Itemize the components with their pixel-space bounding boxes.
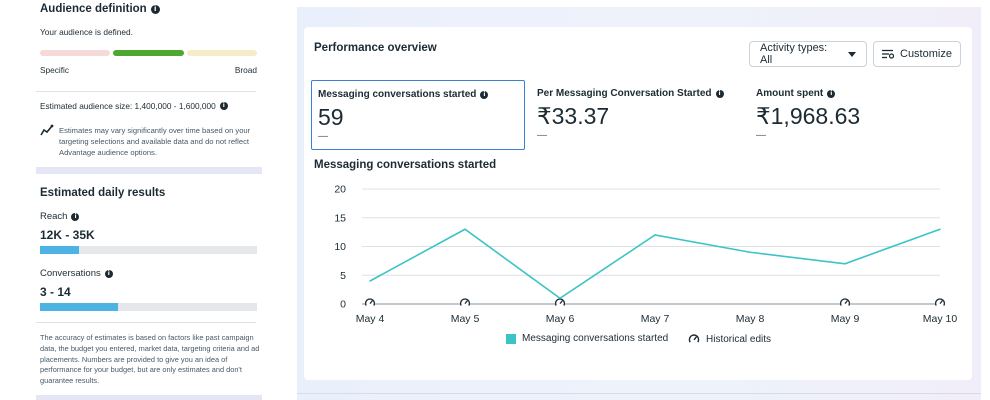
data-point (749, 251, 751, 254)
historical-edit-marker-icon[interactable] (364, 298, 376, 308)
meter-segment-broad (186, 50, 257, 56)
data-point (369, 280, 371, 282)
historical-edit-marker-icon[interactable] (459, 298, 471, 308)
performance-overview-card: Performance overview Activity types: All… (304, 27, 972, 380)
line-chart: 0 5 10 15 20 May 4 May 5 May 6 May 7 May 8 May 9 Ma… (334, 184, 958, 326)
series-line (369, 228, 941, 300)
metric-label-row: Messaging conversations started i (318, 89, 489, 100)
customize-label: Customize (900, 48, 952, 60)
activity-types-label: Activity types: All (760, 42, 828, 66)
conversations-bar-fill (40, 303, 119, 311)
historical-edits-icon (688, 334, 700, 343)
metric-value: 59 (318, 104, 344, 130)
metric-delta: — (537, 130, 547, 141)
x-tick-label: May 7 (641, 313, 670, 325)
estimates-accuracy-note: The accuracy of estimates is based on fa… (40, 333, 260, 386)
divider (36, 322, 256, 323)
info-icon[interactable]: i (150, 4, 160, 14)
y-tick-label: 15 (334, 212, 346, 224)
conversations-value: 3 - 14 (40, 285, 71, 299)
metric-label: Messaging conversations started (318, 89, 477, 100)
meter-label-specific: Specific (40, 65, 70, 75)
info-icon[interactable]: i (219, 102, 228, 110)
info-icon[interactable]: i (71, 212, 80, 221)
historical-edit-marker-icon[interactable] (934, 298, 946, 308)
reach-label: Reach (40, 211, 68, 222)
chevron-down-icon (848, 51, 856, 57)
meter-segment-defined (113, 50, 184, 56)
y-tick-label: 0 (340, 299, 346, 311)
performance-overview-title: Performance overview (314, 42, 437, 54)
panel-bottom-border (297, 393, 981, 394)
reach-bar-fill (40, 246, 80, 254)
x-tick-label: May 10 (923, 313, 958, 325)
metric-label: Per Messaging Conversation Started (537, 88, 712, 99)
section-separator (36, 395, 262, 400)
reach-bar (40, 246, 257, 254)
audience-size-text: Estimated audience size: 1,400,000 - 1,6… (40, 101, 216, 111)
x-tick-label: May 5 (451, 313, 480, 325)
audience-size: Estimated audience size: 1,400,000 - 1,6… (40, 101, 228, 111)
audience-estimate-note: Estimates may vary significantly over ti… (59, 126, 251, 157)
legend-series-label: Messaging conversations started (522, 333, 669, 344)
x-tick-label: May 6 (546, 313, 575, 325)
x-tick-label: May 8 (736, 313, 765, 325)
meter-segment-specific (40, 50, 111, 56)
y-tick-label: 5 (340, 270, 346, 282)
info-icon[interactable]: i (827, 89, 836, 98)
info-icon[interactable]: i (480, 90, 489, 99)
reach-label-row: Reach i (40, 211, 80, 222)
legend-historical-edits[interactable]: Historical edits (688, 333, 771, 345)
metric-amount-spent[interactable]: Amount spent i ₹1,968.63 — (750, 80, 962, 150)
audience-definition-heading: Audience definition i (40, 3, 160, 15)
metric-messaging-conversations[interactable]: Messaging conversations started i 59 — (311, 80, 525, 150)
ad-set-sidebar: Audience definition i Your audience is d… (36, 0, 262, 400)
x-tick-label: May 9 (831, 313, 860, 325)
metric-label: Amount spent (756, 88, 824, 99)
audience-breadth-meter (40, 50, 257, 56)
data-point (939, 228, 941, 231)
reach-value: 12K - 35K (40, 228, 95, 242)
customize-icon (882, 49, 894, 59)
audience-definition-title: Audience definition (40, 3, 147, 15)
conversations-label-row: Conversations i (40, 268, 113, 279)
y-tick-label: 10 (334, 241, 346, 253)
audience-status: Your audience is defined. (40, 27, 133, 37)
section-separator (36, 167, 262, 174)
metric-cost-per-conversation[interactable]: Per Messaging Conversation Started i ₹33… (531, 80, 743, 150)
metric-value: ₹1,968.63 (756, 103, 861, 129)
conversations-label: Conversations (40, 268, 101, 279)
activity-types-dropdown[interactable]: Activity types: All (749, 41, 867, 67)
x-tick-label: May 4 (356, 313, 385, 325)
historical-edit-marker-icon[interactable] (839, 298, 851, 308)
customize-button[interactable]: Customize (873, 41, 961, 67)
legend-historical-edits-label: Historical edits (706, 333, 772, 345)
chart-title: Messaging conversations started (314, 159, 497, 171)
estimated-daily-results-title: Estimated daily results (40, 187, 166, 199)
historical-edit-marker-icon[interactable] (554, 298, 566, 308)
metric-delta: — (318, 131, 328, 142)
legend-series[interactable]: Messaging conversations started (506, 333, 668, 344)
metric-delta: — (756, 130, 766, 141)
info-icon[interactable]: i (715, 89, 724, 98)
metric-label-row: Amount spent i (756, 88, 836, 99)
info-icon[interactable]: i (104, 269, 113, 278)
data-point (654, 234, 656, 236)
data-point (844, 262, 846, 265)
trend-icon (40, 124, 54, 136)
metric-label-row: Per Messaging Conversation Started i (537, 88, 724, 99)
divider (36, 91, 256, 92)
conversations-bar (40, 303, 257, 311)
metric-value: ₹33.37 (537, 103, 610, 129)
y-tick-label: 20 (334, 184, 346, 196)
data-point (464, 228, 466, 231)
legend-swatch (506, 333, 516, 344)
meter-label-broad: Broad (234, 65, 257, 75)
